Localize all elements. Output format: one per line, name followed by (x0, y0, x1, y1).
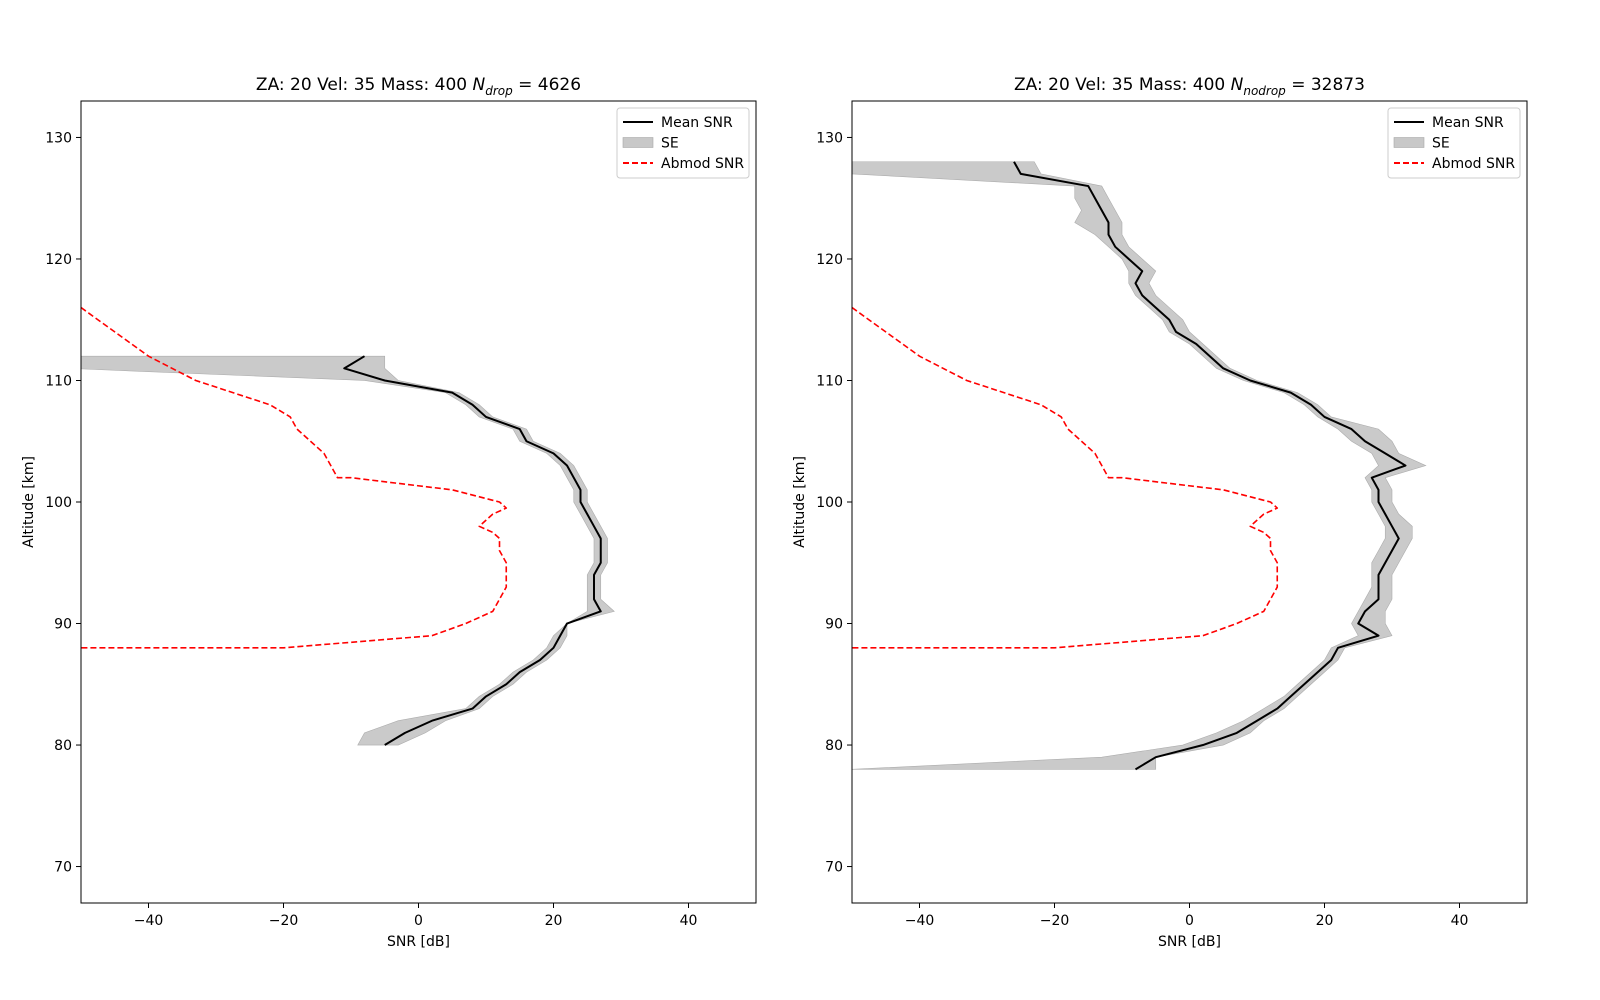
legend-se-swatch (622, 137, 654, 148)
plot-area (81, 306, 615, 746)
x-tick-label: 20 (545, 913, 563, 929)
y-tick-label: 90 (825, 617, 843, 633)
y-tick-label: 80 (54, 738, 72, 754)
mean-snr-line (343, 355, 602, 746)
x-tick-label: −20 (269, 913, 299, 929)
x-tick-label: −40 (905, 913, 935, 929)
chart-title: ZA: 20 Vel: 35 Mass: 400 Nnodrop = 32873 (1014, 75, 1365, 98)
y-tick-label: 130 (45, 130, 72, 146)
title-suffix: = 4626 (513, 75, 581, 95)
x-axis-label: SNR [dB] (1158, 934, 1221, 950)
title-subscript: drop (485, 84, 513, 98)
se-band (81, 355, 615, 746)
legend-box (1387, 107, 1521, 179)
plot-area (852, 161, 1427, 771)
legend-label: Abmod SNR (1432, 156, 1515, 172)
se-band (852, 161, 1427, 770)
y-tick-label: 80 (825, 738, 843, 754)
legend: Mean SNR SE Abmod SNR (616, 107, 750, 179)
y-tick-label: 100 (45, 495, 72, 511)
y-tick-label: 100 (816, 495, 843, 511)
y-tick-label: 110 (45, 373, 72, 389)
legend-label: Mean SNR (1432, 115, 1504, 131)
title-subscript: nodrop (1243, 84, 1286, 98)
left-panel: −40 −20 0 20 40 70 80 90 100 110 120 130 SNR [dB] Alt… (21, 75, 757, 950)
x-tick-label: 20 (1316, 913, 1334, 929)
title-suffix: = 32873 (1286, 75, 1365, 95)
title-variable: N (1231, 75, 1244, 95)
legend-label: Abmod SNR (661, 156, 744, 172)
x-tick-label: −40 (134, 913, 164, 929)
legend-label: SE (661, 136, 679, 152)
x-tick-label: −20 (1040, 913, 1070, 929)
x-tick-label: 0 (414, 913, 423, 929)
x-tick-label: 40 (1451, 913, 1469, 929)
y-tick-label: 90 (54, 617, 72, 633)
legend-label: SE (1432, 136, 1450, 152)
x-tick-label: 40 (680, 913, 698, 929)
y-axis-label: Altitude [km] (21, 456, 37, 548)
right-panel: −40 −20 0 20 40 70 80 90 100 110 120 130 SNR [dB] Alt… (792, 75, 1528, 950)
abmod-snr-line (852, 306, 1279, 649)
x-axis-label: SNR [dB] (387, 934, 450, 950)
legend-se-swatch (1393, 137, 1425, 148)
title-prefix: ZA: 20 Vel: 35 Mass: 400 (1014, 75, 1231, 95)
title-variable: N (473, 75, 486, 95)
y-tick-label: 70 (825, 860, 843, 876)
y-tick-label: 120 (45, 252, 72, 268)
chart-title: ZA: 20 Vel: 35 Mass: 400 Ndrop = 4626 (256, 75, 581, 98)
abmod-snr-line (81, 306, 508, 649)
legend-label: Mean SNR (661, 115, 733, 131)
y-tick-label: 70 (54, 860, 72, 876)
y-tick-label: 120 (816, 252, 843, 268)
x-tick-label: 0 (1185, 913, 1194, 929)
y-axis-label: Altitude [km] (792, 456, 808, 548)
y-tick-label: 130 (816, 130, 843, 146)
y-tick-label: 110 (816, 373, 843, 389)
legend-box (616, 107, 750, 179)
legend: Mean SNR SE Abmod SNR (1387, 107, 1521, 179)
title-prefix: ZA: 20 Vel: 35 Mass: 400 (256, 75, 473, 95)
mean-snr-line (1013, 161, 1407, 771)
